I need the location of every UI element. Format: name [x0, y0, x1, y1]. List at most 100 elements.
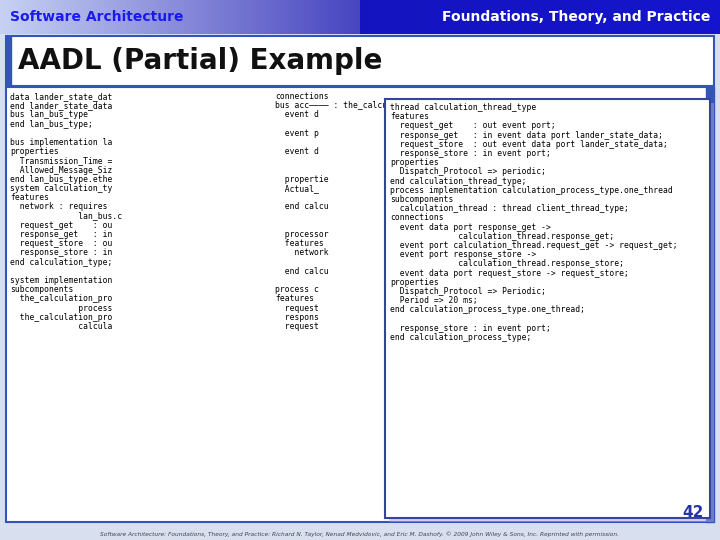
Bar	[679, 0, 680, 34]
Bar	[23, 0, 24, 34]
Bar	[90, 0, 91, 34]
Bar	[378, 0, 379, 34]
Bar	[218, 0, 219, 34]
Bar	[533, 0, 534, 34]
Bar	[480, 0, 481, 34]
Bar	[501, 0, 502, 34]
Bar	[61, 0, 62, 34]
Bar	[154, 0, 155, 34]
Bar	[405, 0, 406, 34]
Bar	[312, 0, 313, 34]
Bar	[329, 0, 330, 34]
Bar	[408, 0, 409, 34]
Bar	[654, 0, 655, 34]
Bar	[698, 0, 699, 34]
Bar	[54, 0, 55, 34]
Bar	[572, 0, 573, 34]
Bar	[145, 0, 146, 34]
Bar	[155, 0, 156, 34]
Bar	[512, 0, 513, 34]
Bar	[652, 0, 653, 34]
Bar	[436, 0, 437, 34]
Bar	[305, 0, 306, 34]
Bar	[285, 0, 286, 34]
Bar	[431, 0, 432, 34]
Text: calculation_thread : thread client_thread_type;: calculation_thread : thread client_threa…	[390, 204, 629, 213]
Bar	[172, 0, 173, 34]
Bar	[587, 0, 588, 34]
Bar	[388, 0, 389, 34]
Bar	[81, 0, 82, 34]
Bar	[359, 0, 360, 34]
Bar	[7, 0, 8, 34]
Bar	[371, 0, 372, 34]
Bar	[715, 0, 716, 34]
Text: response_store : in: response_store : in	[10, 248, 112, 258]
Bar	[53, 0, 54, 34]
Bar	[503, 0, 504, 34]
Bar	[365, 0, 366, 34]
Bar	[636, 0, 637, 34]
Bar	[618, 0, 619, 34]
Bar	[694, 0, 695, 34]
Bar	[183, 0, 184, 34]
Bar	[413, 0, 414, 34]
Bar	[345, 0, 346, 34]
Bar	[514, 0, 515, 34]
Bar	[21, 0, 22, 34]
Bar	[692, 0, 693, 34]
Bar	[452, 0, 453, 34]
Bar	[205, 0, 206, 34]
Text: response_store : in event port;: response_store : in event port;	[390, 149, 551, 158]
Bar	[540, 0, 541, 34]
Bar	[364, 0, 365, 34]
Bar	[272, 0, 273, 34]
Bar	[28, 0, 29, 34]
Bar	[460, 0, 461, 34]
Bar	[404, 0, 405, 34]
Bar	[278, 0, 279, 34]
Bar	[615, 0, 616, 34]
Text: end calculation_process_type.one_thread;: end calculation_process_type.one_thread;	[390, 306, 585, 314]
Bar	[112, 0, 113, 34]
Bar	[83, 0, 84, 34]
Bar	[603, 0, 604, 34]
Text: end calcu: end calcu	[275, 267, 328, 276]
Bar	[135, 0, 136, 34]
Bar	[605, 0, 606, 34]
Bar	[261, 0, 262, 34]
Bar	[641, 0, 642, 34]
Text: system calculation_ty: system calculation_ty	[10, 184, 112, 193]
Bar	[573, 0, 574, 34]
Bar	[100, 0, 101, 34]
Bar	[672, 0, 673, 34]
Bar	[93, 0, 94, 34]
Bar	[235, 0, 236, 34]
Bar	[541, 0, 542, 34]
Bar	[507, 0, 508, 34]
Bar	[630, 0, 631, 34]
Bar	[228, 0, 229, 34]
Bar	[6, 87, 708, 522]
Bar	[439, 0, 440, 34]
Bar	[165, 0, 166, 34]
Text: Allowed_Message_Siz: Allowed_Message_Siz	[10, 166, 112, 174]
Bar	[333, 0, 334, 34]
Bar	[525, 0, 526, 34]
Bar	[550, 0, 551, 34]
Bar	[263, 0, 264, 34]
Text: data lander_state_dat: data lander_state_dat	[10, 92, 112, 101]
Bar	[624, 0, 625, 34]
Bar	[204, 0, 205, 34]
Bar	[186, 0, 187, 34]
Bar	[367, 0, 368, 34]
Bar	[258, 0, 259, 34]
Text: end lan_bus_type.ethe: end lan_bus_type.ethe	[10, 175, 112, 184]
Bar	[203, 0, 204, 34]
Bar	[322, 0, 323, 34]
Text: properties: properties	[10, 147, 59, 156]
Bar	[49, 0, 50, 34]
Text: connections: connections	[275, 92, 328, 101]
Bar	[595, 0, 596, 34]
Bar	[701, 0, 702, 34]
